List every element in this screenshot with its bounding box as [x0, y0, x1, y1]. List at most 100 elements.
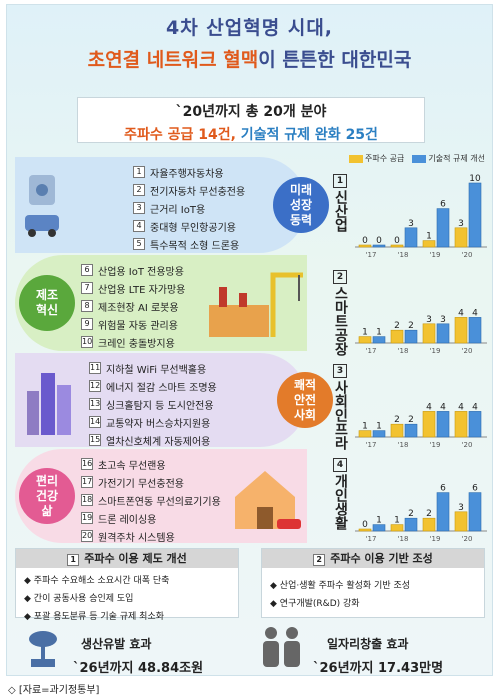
smart-home-icon — [235, 471, 301, 529]
tick-label: '18 — [398, 347, 409, 355]
policy-line: ◆ 포괄 용도분류 등 기술 규제 최소화 — [24, 612, 165, 622]
item-number: 8 — [81, 300, 93, 312]
policy-line-text: 간이 공동사용 승인제 도입 — [33, 594, 134, 604]
infographic-poster: 4차 산업혁명 시대, 초연결 네트워크 혈맥이 튼튼한 대한민국 `20년까지… — [6, 4, 493, 676]
data-label: 4 — [458, 402, 464, 412]
data-label: 3 — [458, 503, 464, 513]
tick-label: '18 — [398, 441, 409, 449]
chart-title-text: 개인생활 — [332, 474, 349, 530]
section-circle: 제조 혁신 — [19, 275, 75, 331]
list-item: 11 지하철 WiFi 무선백홀용 — [89, 359, 217, 377]
data-label: 4 — [472, 308, 478, 318]
section-future-growth: 1 자율주행자동차용 2 전기자동차 무선충전용 3 근거리 IoT용 4 중대형 무인… — [15, 157, 329, 253]
data-label: 3 — [440, 315, 446, 325]
data-label: 0 — [376, 236, 382, 246]
item-label: 싱크홀탐지 등 도시안전용 — [106, 400, 214, 412]
tick-label: '17 — [366, 535, 377, 543]
data-label: 3 — [426, 315, 432, 325]
list-item: 1 자율주행자동차용 — [133, 163, 245, 181]
item-label: 지하철 WiFi 무선백홀용 — [106, 364, 207, 376]
item-number: 13 — [89, 398, 101, 410]
data-label: 4 — [426, 402, 432, 412]
tick-label: '18 — [398, 251, 409, 259]
policy-head-text: 주파수 이용 제도 개선 — [84, 552, 187, 565]
list-item: 13 싱크홀탐지 등 도시안전용 — [89, 395, 217, 413]
bar-reform — [372, 244, 386, 248]
chart-svg: 1 1 '17 2 2 '18 3 3 '19 4 4 '20 — [355, 308, 487, 355]
data-label: 1 — [362, 422, 368, 432]
item-number: 4 — [133, 220, 145, 232]
tick-label: '17 — [366, 347, 377, 355]
data-label: 3 — [408, 219, 414, 229]
item-label: 원격주차 시스템용 — [98, 532, 175, 544]
section-3-list: 11 지하철 WiFi 무선백홀용 12 에너지 절감 스마트 조명용 13 싱크홀탐… — [89, 359, 217, 449]
chart-smart-factory: 2 스마트공장 1 1'17 2 2'18 3 3'19 4 4'20 — [329, 263, 489, 363]
legend-reform-label: 기술적 규제 개선 — [428, 154, 485, 163]
data-label: 6 — [440, 200, 446, 210]
data-label: 4 — [440, 402, 446, 412]
item-label: 스마트폰연동 무선의료기기용 — [98, 496, 221, 508]
people-icon — [263, 627, 300, 667]
item-label: 위험물 자동 관리용 — [98, 320, 178, 332]
bar-supply — [454, 227, 468, 248]
item-label: 특수목적 소형 드론용 — [150, 240, 240, 252]
chart-index: 1 — [333, 174, 347, 188]
tick-label: '20 — [462, 441, 473, 449]
section-1-list: 1 자율주행자동차용 2 전기자동차 무선충전용 3 근거리 IoT용 4 중대형 무인… — [133, 163, 245, 253]
list-item: 10 크레인 충돌방지용 — [81, 333, 185, 351]
data-label: 0 — [362, 236, 368, 246]
title-line2-highlight: 초연결 네트워크 혈맥 — [87, 49, 259, 71]
policy-box-2: 2 주파수 이용 기반 조성 ◆ 산업·생활 주파수 활성화 기반 조성 ◆ 연구… — [261, 548, 485, 618]
tick-label: '19 — [430, 347, 441, 355]
section-convenient-life: 편리 건강 삶 16 초고속 무선랜용 17 가전기기 무선충전용 18 스마트폰연동… — [15, 449, 307, 545]
policy-line-text: 주파수 수요해소 소요시간 대폭 단축 — [33, 576, 170, 586]
section-4-list: 16 초고속 무선랜용 17 가전기기 무선충전용 18 스마트폰연동 무선의료기기용… — [81, 455, 221, 545]
item-label: 자율주행자동차용 — [150, 168, 224, 180]
data-label: 6 — [472, 484, 478, 494]
list-item: 16 초고속 무선랜용 — [81, 455, 221, 473]
effect-label-production: 생산유발 효과 — [81, 637, 152, 651]
subtitle-supply: 주파수 공급 14건, — [124, 127, 236, 143]
subtitle-box: `20년까지 총 20개 분야 주파수 공급 14건, 기술적 규제 완화 25… — [77, 97, 425, 143]
bar-supply — [358, 336, 372, 344]
item-number: 11 — [89, 362, 101, 374]
bar-reform — [404, 329, 418, 344]
policy-heading: 2 주파수 이용 기반 조성 — [262, 549, 484, 568]
item-label: 열차신호체계 자동제어용 — [106, 436, 211, 448]
tick-label: '18 — [398, 535, 409, 543]
item-number: 6 — [81, 264, 93, 276]
policy-line: ◆ 산업·생활 주파수 활성화 기반 조성 — [270, 581, 411, 591]
data-label: 1 — [362, 328, 368, 338]
bar-supply — [390, 423, 404, 438]
title-line1: 4차 산업혁명 시대, — [165, 17, 334, 39]
bar-supply — [454, 511, 468, 532]
factory-crane-icon — [209, 272, 303, 337]
data-label: 10 — [469, 174, 481, 184]
data-label: 2 — [394, 321, 400, 331]
policy-index: 2 — [313, 554, 326, 566]
list-item: 3 근거리 IoT용 — [133, 199, 245, 217]
chart-title-text: 스마트공장 — [332, 286, 349, 356]
source-note: ◇ [자료=과기정통부] — [8, 685, 100, 696]
bar-reform — [468, 492, 482, 532]
list-item: 19 드론 레이싱용 — [81, 509, 221, 527]
policy-line: ◆ 간이 공동사용 승인제 도입 — [24, 594, 134, 604]
chart-personal-life: 4 개인생활 0 1'17 1 2'18 2 6'19 3 6'20 — [329, 451, 489, 551]
smart-city-icon — [27, 373, 71, 435]
chart-title: 2 스마트공장 — [329, 267, 351, 361]
legend-supply-label: 주파수 공급 — [365, 154, 405, 163]
bar-reform — [436, 323, 450, 344]
policy-line-text: 연구개발(R&D) 강화 — [279, 599, 360, 609]
effect-label-jobs: 일자리창출 효과 — [327, 637, 409, 651]
legend-supply: 주파수 공급 — [349, 153, 404, 164]
tick-label: '20 — [462, 535, 473, 543]
item-number: 14 — [89, 416, 101, 428]
bar-reform — [468, 182, 482, 248]
item-label: 근거리 IoT용 — [150, 204, 206, 216]
bar-reform — [372, 430, 386, 438]
tick-label: '20 — [462, 251, 473, 259]
bar-supply — [358, 244, 372, 248]
item-number: 20 — [81, 530, 93, 542]
section-circle: 쾌적 안전 사회 — [277, 372, 333, 428]
